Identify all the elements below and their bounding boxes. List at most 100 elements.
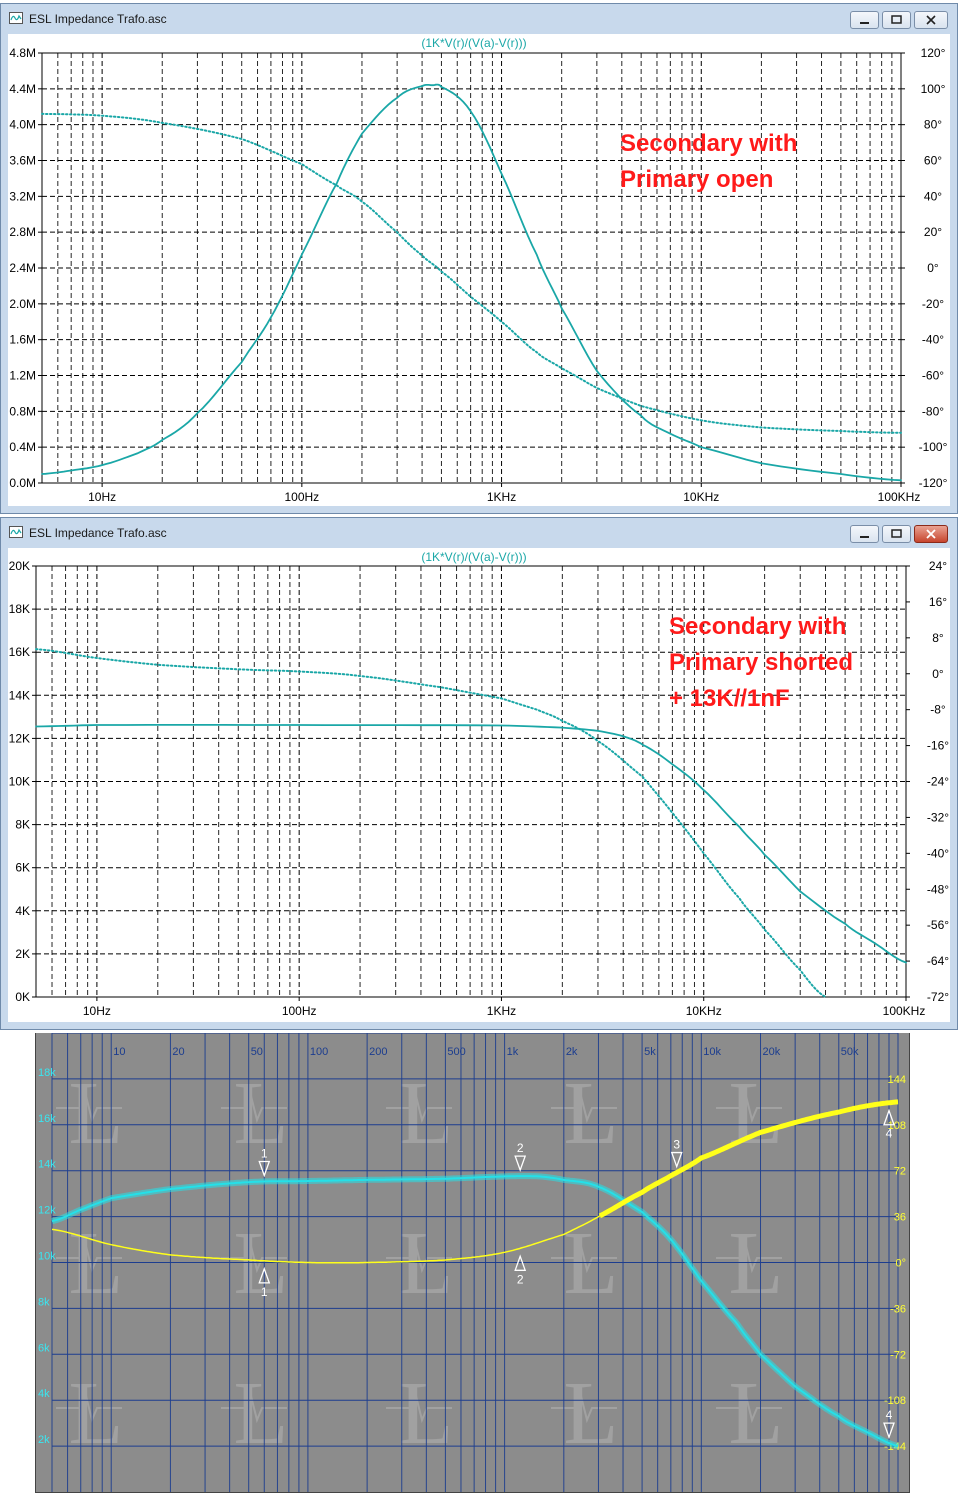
watermark-tile: L: [551, 1064, 618, 1163]
marker-label: 1: [261, 1146, 268, 1160]
left-tick-label: 20K: [9, 559, 30, 573]
left-tick-label: 2k: [38, 1434, 50, 1446]
watermark-tile: L: [386, 1214, 453, 1313]
right-tick-label: -100°: [919, 440, 948, 454]
bottom-tick-label: 100: [310, 1046, 328, 1058]
marker-3: 3: [670, 1138, 683, 1169]
watermark-pulse: [551, 1392, 617, 1424]
watermark-pulse: [56, 1242, 122, 1274]
minimize-button[interactable]: [850, 11, 879, 29]
right-tick-label: -64°: [927, 954, 949, 968]
left-tick-label: 4.4M: [9, 82, 36, 96]
restore-button[interactable]: [882, 525, 911, 543]
minimize-button[interactable]: [850, 525, 879, 543]
window-titlebar[interactable]: ESL Impedance Trafo.asc: [1, 518, 957, 548]
left-tick-label: 12k: [38, 1205, 56, 1217]
right-tick-label: 0°: [927, 261, 939, 275]
marker-triangle: [258, 1160, 271, 1178]
watermark-letter: L: [564, 1214, 619, 1313]
watermark-letter: L: [564, 1064, 619, 1163]
left-tick-label: 10K: [9, 775, 30, 789]
marker-triangle: [514, 1254, 527, 1271]
watermark-pulse: [221, 1242, 287, 1274]
marker-label: 3: [673, 1138, 680, 1152]
left-tick-label: 0.0M: [9, 476, 36, 490]
trace-expression-label[interactable]: (1K*V(r)/(V(a)-V(r))): [421, 36, 526, 50]
waveform-app-icon: [9, 526, 23, 538]
bottom-tick-label: 2k: [566, 1046, 578, 1058]
left-tick-label: 4k: [38, 1388, 50, 1400]
bottom-tick-label: 1k: [507, 1046, 519, 1058]
marker-triangle: [883, 1422, 895, 1440]
window-titlebar[interactable]: ESL Impedance Trafo.asc: [1, 4, 957, 34]
watermark-letter: L: [234, 1064, 289, 1163]
close-button[interactable]: [914, 525, 948, 543]
plot-grid: [51, 1033, 899, 1492]
right-tick-label: 60°: [924, 154, 942, 168]
right-tick-label: -20°: [922, 297, 944, 311]
phase-trace: [35, 648, 827, 998]
left-tick-label: 18K: [9, 602, 30, 616]
watermark-letter: L: [69, 1214, 124, 1313]
watermark-tile: L: [551, 1364, 618, 1463]
right-tick-label: 20°: [924, 225, 942, 239]
left-tick-label: 0K: [15, 990, 30, 1004]
watermark-pulse: [221, 1392, 287, 1424]
watermark-tile: L: [716, 1214, 783, 1313]
right-tick-label: 0°: [932, 667, 944, 681]
watermark-pulse: [386, 1392, 452, 1424]
right-tick-label: 16°: [929, 595, 947, 609]
close-icon: [926, 529, 936, 539]
annotation-line-1: Secondary with: [669, 613, 846, 640]
watermark-letter: L: [234, 1364, 289, 1463]
magnitude-trace: [35, 724, 907, 964]
restore-button[interactable]: [882, 11, 911, 29]
watermark-pulse: [221, 1092, 287, 1124]
watermark-letter: L: [729, 1214, 784, 1313]
watermark-pulse: [551, 1092, 617, 1124]
left-tick-label: 18k: [38, 1067, 56, 1079]
ltspice-window-2: ESL Impedance Trafo.asc (1K*V(r)/(V(a)-V…: [0, 517, 958, 1030]
plot-pane[interactable]: (1K*V(r)/(V(a)-V(r))) 0.0M 0.4M 0.8M 1.2M 1.…: [8, 34, 950, 506]
trace-expression-label[interactable]: (1K*V(r)/(V(a)-V(r))): [421, 550, 526, 564]
right-tick-label: 144: [888, 1074, 906, 1086]
annotation-line-2: Primary open: [620, 166, 773, 193]
bottom-tick-label: 10Hz: [88, 490, 116, 504]
left-tick-label: 16k: [38, 1113, 56, 1125]
marker-4: 4: [883, 1408, 895, 1440]
marker-triangle: [883, 1108, 895, 1126]
bottom-tick-label: 1KHz: [487, 490, 516, 504]
waveform-app-icon: [9, 12, 23, 24]
left-tick-label: 0.8M: [9, 404, 36, 418]
left-tick-label: 10k: [38, 1251, 56, 1263]
watermark-letter: L: [69, 1064, 124, 1163]
impedance-chart-open[interactable]: (1K*V(r)/(V(a)-V(r))) 0.0M 0.4M 0.8M 1.2M 1.…: [8, 34, 950, 507]
restore-icon: [891, 15, 902, 24]
left-tick-label: 4.8M: [9, 46, 36, 60]
bottom-tick-label: 100KHz: [878, 490, 921, 504]
annotation-line-3: + 13K//1nF: [669, 685, 790, 712]
close-button[interactable]: [914, 11, 948, 29]
bottom-tick-label: 10k: [703, 1046, 721, 1058]
right-tick-label: 0°: [895, 1258, 906, 1270]
bottom-tick-label: 20: [172, 1046, 184, 1058]
watermark-pulse: [56, 1092, 122, 1124]
left-tick-label: 16K: [9, 645, 30, 659]
right-tick-label: 40°: [924, 189, 942, 203]
right-tick-label: 24°: [929, 559, 947, 573]
ltspice-window-1: ESL Impedance Trafo.asc (1K*V(r)/(V(a)-V…: [0, 3, 958, 514]
impedance-chart-shorted[interactable]: (1K*V(r)/(V(a)-V(r))) 0K 2K 4K 6K 8K 10K 12K 14…: [8, 548, 950, 1023]
right-tick-label: -56°: [927, 918, 949, 932]
watermark-tile: L: [56, 1064, 123, 1163]
right-tick-label: 72: [894, 1166, 906, 1178]
left-tick-label: 0.4M: [9, 440, 36, 454]
marker-label: 2: [517, 1272, 524, 1286]
right-tick-label: -48°: [927, 882, 949, 896]
left-tick-label: 14K: [9, 688, 30, 702]
plot-pane[interactable]: (1K*V(r)/(V(a)-V(r))) 0K 2K 4K 6K 8K 10K 12K 14…: [8, 548, 950, 1022]
marker-label: 2: [517, 1141, 524, 1155]
bottom-tick-label: 100Hz: [282, 1004, 317, 1018]
right-tick-label: -60°: [922, 369, 944, 383]
watermark-tile: L: [56, 1214, 123, 1313]
